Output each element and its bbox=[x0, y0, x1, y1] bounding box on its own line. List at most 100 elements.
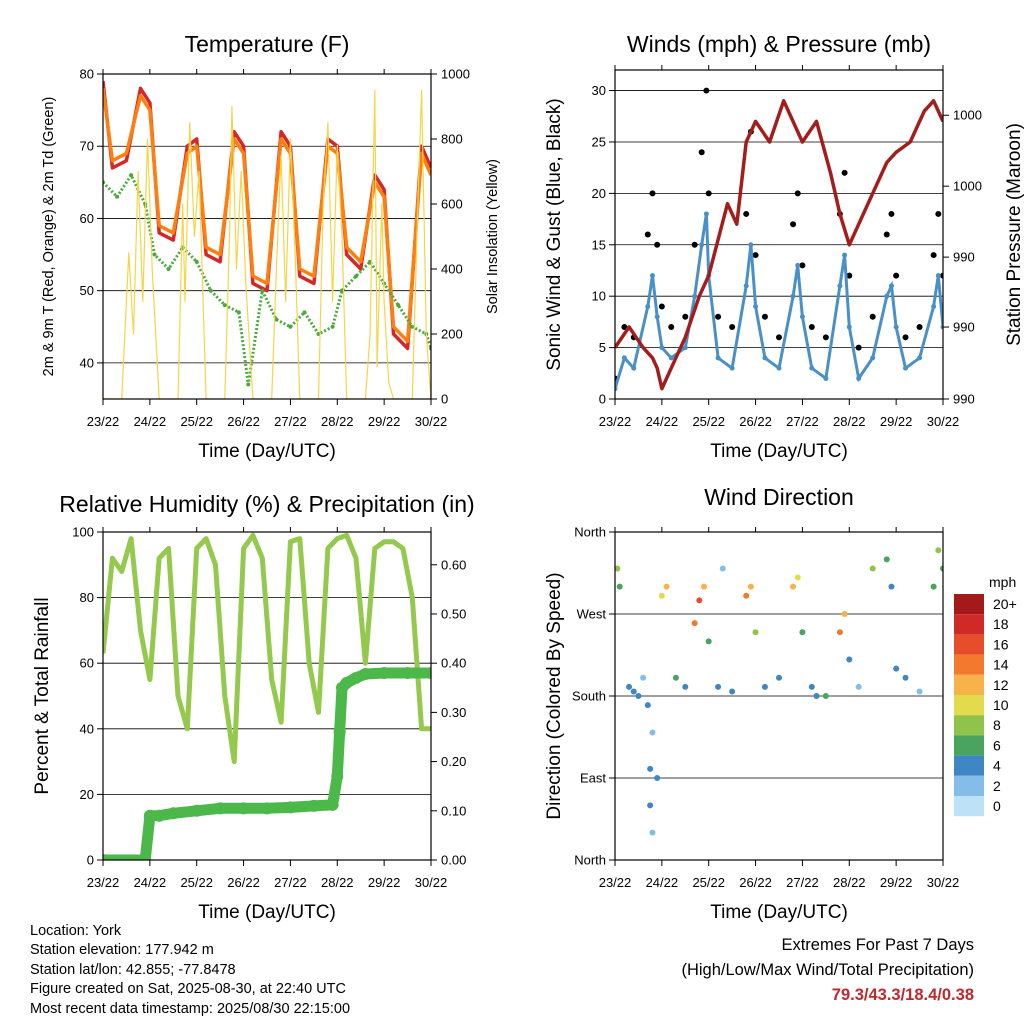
y-tick-label-right: 990 bbox=[953, 392, 975, 407]
y-tick-label: 40 bbox=[80, 721, 94, 736]
y-tick-label: 50 bbox=[80, 283, 94, 298]
legend-swatch bbox=[954, 735, 984, 756]
direction-point bbox=[855, 683, 862, 690]
location-text: Location: York bbox=[30, 923, 122, 939]
wind-point bbox=[837, 283, 843, 289]
y-tick-label: 80 bbox=[80, 67, 94, 82]
wind-point bbox=[846, 324, 852, 330]
wind-point bbox=[682, 345, 688, 351]
y-axis-label-right: Station Pressure (Maroon) bbox=[1004, 123, 1024, 346]
dewpoint-point bbox=[166, 267, 171, 271]
x-tick-label: 27/22 bbox=[274, 414, 307, 429]
direction-point bbox=[799, 629, 806, 636]
gust-point bbox=[916, 324, 923, 331]
x-tick-label: 28/22 bbox=[833, 875, 866, 890]
direction-point bbox=[715, 683, 722, 690]
dewpoint-point bbox=[222, 303, 227, 308]
y-tick-label: 15 bbox=[592, 237, 606, 252]
dewpoint-point bbox=[129, 173, 134, 178]
wind-point bbox=[903, 365, 909, 371]
direction-point bbox=[752, 629, 759, 636]
y-axis-label: Direction (Colored By Speed) bbox=[544, 572, 565, 819]
gust-point bbox=[649, 190, 656, 197]
direction-point bbox=[836, 629, 843, 636]
gust-point bbox=[658, 303, 665, 310]
x-tick-label: 23/22 bbox=[599, 414, 632, 429]
x-tick-label: 28/22 bbox=[321, 414, 354, 429]
direction-point bbox=[647, 765, 654, 772]
x-tick-label: 30/22 bbox=[927, 414, 960, 429]
direction-point bbox=[640, 674, 647, 681]
y-tick-label: 0 bbox=[599, 392, 606, 407]
plot-area bbox=[615, 87, 943, 392]
plot-frame bbox=[614, 69, 944, 400]
y-tick-label: 60 bbox=[80, 211, 94, 226]
y-tick-label-right: 0.30 bbox=[441, 705, 466, 720]
gust-point bbox=[743, 210, 750, 217]
direction-point bbox=[616, 583, 623, 590]
direction-point bbox=[626, 683, 633, 690]
x-tick-label: 26/22 bbox=[227, 414, 260, 429]
gust-point bbox=[893, 272, 900, 279]
direction-point bbox=[719, 565, 726, 572]
precip-point bbox=[333, 726, 346, 739]
series-line-t9m bbox=[103, 88, 431, 343]
x-axis-label: Time (Day/UTC) bbox=[198, 902, 336, 923]
x-tick-label: 24/22 bbox=[134, 875, 167, 890]
extremes-title: Extremes For Past 7 Days bbox=[781, 936, 974, 954]
gust-point bbox=[902, 334, 909, 341]
precip-point bbox=[284, 801, 297, 814]
station-info: Location: York Station elevation: 177.94… bbox=[30, 922, 350, 1019]
y-tick-label: 20 bbox=[592, 186, 606, 201]
x-tick-label: 26/22 bbox=[227, 875, 260, 890]
dewpoint-point bbox=[274, 317, 279, 322]
dewpoint-point bbox=[354, 274, 359, 279]
series-line-td bbox=[103, 173, 431, 387]
legend-swatch bbox=[954, 654, 984, 675]
x-tick-label: 29/22 bbox=[880, 414, 913, 429]
legend-swatch bbox=[954, 755, 984, 776]
direction-point bbox=[869, 565, 876, 572]
gust-point bbox=[644, 231, 651, 238]
y-tick-label-right: 0.10 bbox=[441, 803, 466, 818]
direction-point bbox=[743, 592, 750, 599]
legend-label: 8 bbox=[993, 717, 1001, 733]
y-tick-label-right: 990 bbox=[953, 320, 975, 335]
x-tick-label: 24/22 bbox=[646, 875, 679, 890]
direction-point bbox=[930, 583, 937, 590]
direction-point bbox=[649, 729, 656, 736]
wind-point bbox=[935, 273, 941, 279]
y-tick-label: 0 bbox=[87, 853, 94, 868]
precip-point bbox=[143, 809, 156, 822]
wind-point bbox=[645, 303, 651, 309]
precip-point bbox=[326, 798, 339, 811]
speed-legend: mph 20+ 18 16 14 12 10 8 6 4 2 0 bbox=[954, 574, 1017, 817]
dewpoint-point bbox=[410, 324, 415, 329]
chart-title: Temperature (F) bbox=[185, 31, 350, 57]
legend-label: 10 bbox=[993, 697, 1009, 713]
direction-point bbox=[776, 674, 782, 681]
direction-point bbox=[794, 574, 801, 581]
y-tick-label-right: 200 bbox=[441, 327, 463, 342]
legend-swatch bbox=[954, 715, 984, 736]
wind-direction-panel: Wind Direction Time (Day/UTC) Direction (C… bbox=[544, 484, 959, 923]
x-tick-label: 27/22 bbox=[274, 875, 307, 890]
direction-point bbox=[888, 583, 895, 590]
y-tick-label-right: 800 bbox=[441, 132, 463, 147]
x-tick-label: 26/22 bbox=[739, 414, 772, 429]
wind-point bbox=[823, 375, 829, 381]
chart-title: Wind Direction bbox=[704, 484, 854, 510]
wind-point bbox=[748, 242, 754, 248]
plot-frame bbox=[614, 531, 944, 861]
y-tick-label: 80 bbox=[80, 590, 94, 605]
direction-point bbox=[790, 583, 797, 590]
wind-point bbox=[917, 355, 923, 361]
wind-point bbox=[795, 262, 801, 268]
y-tick-label-right: 0.60 bbox=[441, 557, 466, 572]
dewpoint-point bbox=[330, 324, 335, 329]
precip-point bbox=[153, 809, 166, 822]
legend-swatch bbox=[954, 775, 984, 796]
legend-swatch bbox=[954, 594, 984, 615]
temperature-panel: Temperature (F) Time (Day/UTC) 2m & 9m T (… bbox=[41, 31, 501, 462]
x-tick-label: 29/22 bbox=[368, 875, 401, 890]
